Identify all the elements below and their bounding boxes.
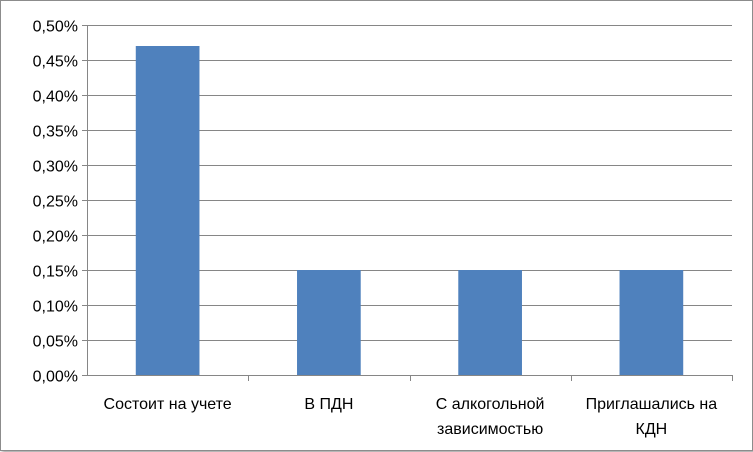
y-tick-label: 0,40% xyxy=(33,89,78,106)
y-tick-label: 0,35% xyxy=(33,124,78,141)
y-tick-label: 0,45% xyxy=(33,54,78,71)
y-tick-label: 0,15% xyxy=(33,264,78,281)
y-tick-label: 0,05% xyxy=(33,334,78,351)
y-tick-label: 0,30% xyxy=(33,159,78,176)
y-tick-label: 0,25% xyxy=(33,194,78,211)
category-label: Состоит на учете xyxy=(104,396,232,413)
category-label: С алкогольной xyxy=(436,396,545,413)
category-label: зависимостью xyxy=(437,421,543,438)
bar xyxy=(619,270,684,375)
category-label: В ПДН xyxy=(304,396,353,413)
category-label: КДН xyxy=(636,421,668,438)
bar xyxy=(135,46,200,375)
bar xyxy=(458,270,522,375)
y-tick-label: 0,00% xyxy=(33,369,78,386)
category-label: Приглашались на xyxy=(586,396,718,413)
y-tick-label: 0,10% xyxy=(33,299,78,316)
bar xyxy=(297,270,361,375)
y-tick-label: 0,20% xyxy=(33,229,78,246)
y-tick-label: 0,50% xyxy=(33,19,78,36)
